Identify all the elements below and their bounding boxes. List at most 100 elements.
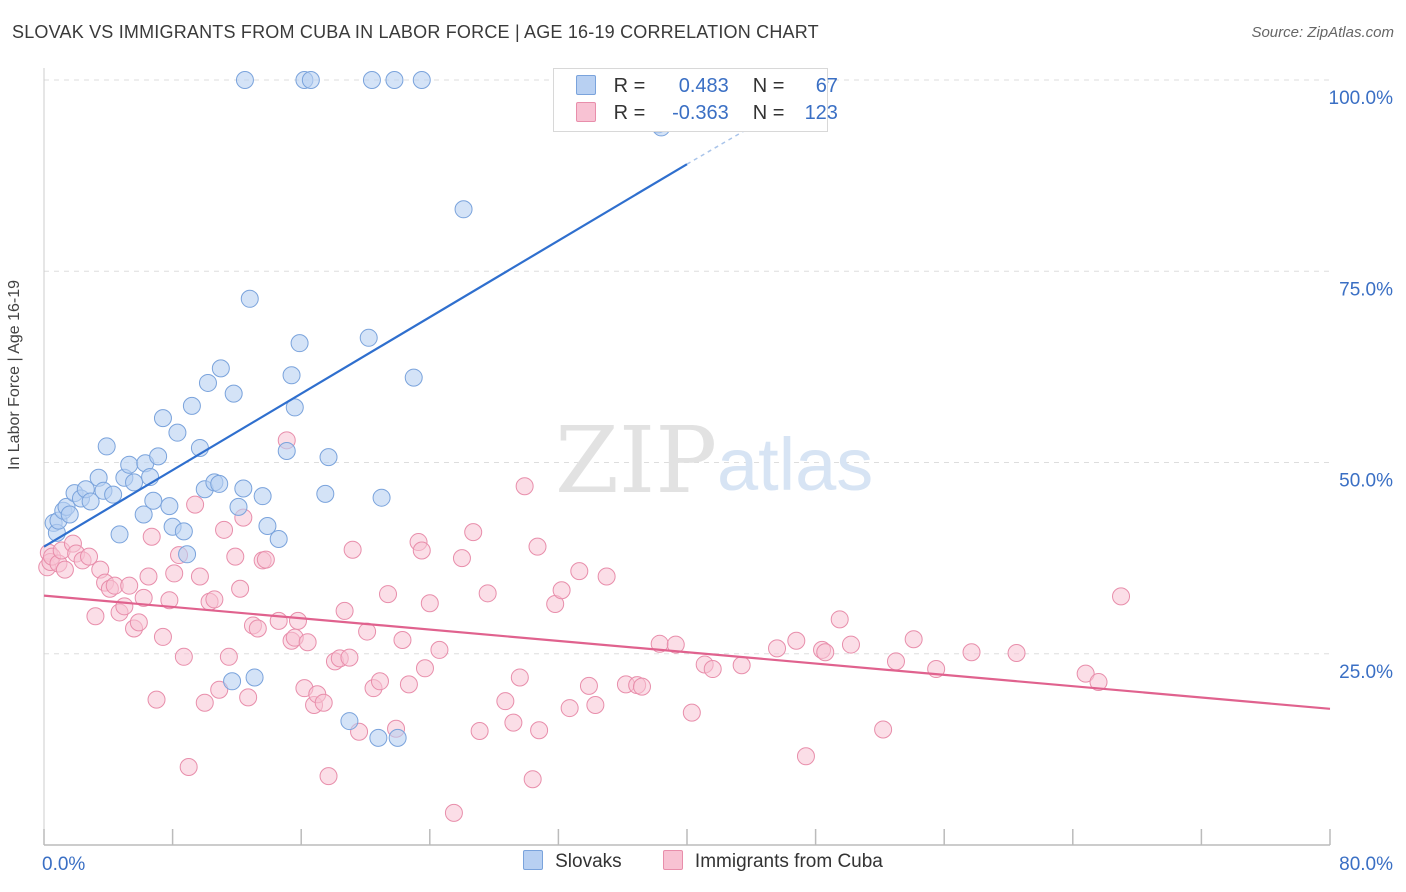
slovaks-point — [110, 525, 129, 544]
slovaks-point — [301, 71, 320, 89]
cuba-point — [666, 635, 685, 654]
slovaks-point — [362, 71, 381, 89]
slovaks-point — [81, 492, 100, 511]
cuba-point — [632, 677, 651, 696]
cuba-point — [139, 567, 158, 586]
cuba-point — [319, 767, 338, 786]
y-tick-label: 100.0% — [1329, 88, 1394, 109]
cuba-point — [560, 699, 579, 718]
y-tick-label: 75.0% — [1339, 279, 1393, 300]
r-value: 0.483 — [678, 75, 729, 97]
cuba-point — [256, 550, 275, 569]
cuba-point — [528, 537, 547, 556]
cuba-point — [1007, 643, 1026, 662]
cuba-point — [134, 588, 153, 607]
correlation-legend: R = 0.483 N = 67 R = -0.363 N = 123 — [553, 68, 838, 132]
slovaks-point — [104, 485, 123, 504]
source-label: Source: ZipAtlas.com — [1251, 24, 1394, 41]
slovaks-point — [282, 366, 301, 385]
slovaks-point — [198, 373, 217, 392]
cuba-point — [874, 720, 893, 739]
cuba-point — [314, 693, 333, 712]
slovaks-point — [340, 712, 359, 731]
cuba-point — [115, 597, 134, 616]
slovaks-point — [97, 437, 116, 456]
slovaks-point — [454, 200, 473, 219]
cuba-point — [190, 567, 209, 586]
cuba-point — [142, 527, 161, 546]
cuba-point — [1089, 673, 1108, 692]
cuba-point — [682, 703, 701, 722]
slovaks-swatch — [576, 75, 596, 95]
cuba-point — [195, 693, 214, 712]
cuba-point — [510, 668, 529, 687]
cuba-legend-swatch — [662, 850, 683, 870]
cuba-point — [370, 672, 389, 691]
slovaks-point — [211, 359, 230, 378]
cuba-point — [120, 576, 139, 595]
r-label: R = — [613, 102, 646, 124]
slovaks-point — [235, 71, 254, 89]
slovaks-point — [210, 474, 229, 493]
cuba-point — [430, 640, 449, 659]
cuba-point — [523, 770, 542, 789]
legend-label: Slovaks — [555, 851, 622, 872]
cuba-point — [732, 656, 751, 675]
cuba-point — [248, 619, 267, 638]
slovaks-point — [182, 396, 201, 415]
slovaks-point — [144, 491, 163, 510]
slovaks-point — [253, 487, 272, 506]
slovaks-point — [174, 522, 193, 541]
series-immigrants-from-cuba — [38, 431, 1131, 822]
cuba-point — [886, 652, 905, 671]
cuba-point — [129, 613, 148, 632]
cuba-point — [393, 630, 412, 649]
cuba-point — [165, 564, 184, 583]
cuba-point — [904, 630, 923, 649]
slovaks-point — [285, 398, 304, 417]
cuba-point — [186, 495, 205, 514]
series-legend: Slovaks Immigrants from Cuba — [0, 850, 1406, 873]
cuba-point — [841, 635, 860, 654]
slovaks-point — [277, 442, 296, 461]
slovaks-point — [369, 728, 388, 747]
r-value: -0.363 — [672, 102, 729, 124]
slovaks-point — [316, 484, 335, 503]
slovaks-point — [290, 334, 309, 353]
cuba-point — [160, 591, 179, 610]
cuba-point — [298, 633, 317, 652]
x-tick-label-max: 80.0% — [1339, 854, 1393, 875]
cuba-point — [530, 721, 549, 740]
cuba-point — [231, 579, 250, 598]
cuba-point — [80, 547, 99, 566]
slovaks-point — [412, 71, 431, 89]
slovaks-point — [240, 289, 259, 308]
cuba-point — [579, 676, 598, 695]
cuba-point — [1112, 587, 1131, 606]
cuba-point — [153, 627, 172, 646]
cuba-point — [215, 520, 234, 539]
cuba-swatch — [576, 102, 596, 122]
cuba-point — [55, 560, 74, 579]
chart-title: SLOVAK VS IMMIGRANTS FROM CUBA IN LABOR … — [12, 22, 819, 42]
slovaks-trend-line — [43, 163, 688, 548]
slovaks-point — [269, 530, 288, 548]
watermark-zip: ZIP — [555, 407, 717, 514]
x-tick-labels: 0.0% 80.0% — [42, 854, 1393, 875]
legend-item-slovaks: Slovaks — [523, 850, 622, 873]
slovaks-point — [385, 71, 404, 89]
cuba-point — [504, 713, 523, 732]
slovaks-point — [372, 488, 391, 507]
legend-row-slovaks: R = 0.483 N = 67 — [576, 75, 838, 101]
y-tick-label: 25.0% — [1339, 662, 1393, 683]
slovaks-point — [168, 423, 187, 442]
cuba-point — [415, 659, 434, 678]
cuba-point — [340, 648, 359, 667]
cuba-point — [830, 610, 849, 629]
legend-item-cuba: Immigrants from Cuba — [662, 850, 883, 873]
cuba-point — [768, 639, 787, 658]
n-label: N = — [752, 75, 785, 97]
cuba-point — [496, 692, 515, 711]
slovaks-point — [229, 497, 248, 516]
